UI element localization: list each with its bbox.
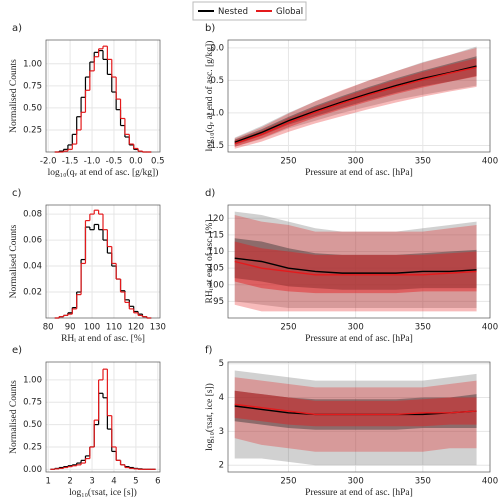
y-axis-label: Normalised Counts — [9, 59, 19, 133]
y-tick-label: 1.00 — [23, 375, 42, 385]
x-tick-label: 2 — [67, 477, 72, 487]
x-tick-label: 250 — [280, 323, 296, 333]
x-tick-label: 90 — [65, 323, 76, 333]
y-tick-label: 115 — [208, 230, 224, 240]
plot-frame — [227, 204, 491, 319]
x-tick-label: 4 — [111, 477, 116, 487]
median-line — [234, 66, 477, 145]
x-tick-label: 110 — [106, 323, 122, 333]
x-tick-label: 6 — [155, 477, 160, 487]
x-axis-label: Pressure at end of asc. [hPa] — [305, 167, 413, 178]
y-tick-label: 0.25 — [23, 442, 42, 452]
panel-label: b) — [205, 23, 215, 34]
y-tick-label: 0.50 — [23, 103, 42, 113]
y-tick-label: -1.0 — [207, 108, 224, 118]
x-axis-label: log₁₀(τsat, ice [s]) — [69, 487, 137, 498]
x-tick-label: 1 — [45, 477, 50, 487]
plot-frame — [227, 361, 491, 473]
panel-label: c) — [12, 188, 21, 199]
x-tick-label: 0.0 — [129, 157, 143, 167]
outer-band — [234, 214, 477, 312]
legend-box — [192, 1, 307, 21]
y-axis-label: Normalised Counts — [9, 380, 19, 454]
x-tick-label: -1.0 — [84, 157, 101, 167]
x-tick-label: 5 — [133, 477, 138, 487]
x-tick-label: -0.5 — [106, 157, 123, 167]
x-tick-label: 250 — [280, 157, 296, 167]
y-tick-label: 100 — [208, 280, 224, 290]
x-axis-label: RHᵢ at end of asc. [%] — [61, 333, 145, 344]
y-tick-label: 105 — [208, 264, 224, 274]
y-tick-label: 3 — [219, 427, 224, 437]
inner-band — [234, 56, 477, 145]
legend-label: Global — [276, 7, 303, 17]
median-line — [234, 260, 477, 276]
panel-label: e) — [12, 345, 22, 356]
y-tick-label: 0.04 — [23, 262, 42, 272]
inner-band — [234, 390, 477, 430]
y-tick-label: 0.50 — [23, 420, 42, 430]
y-tick-label: 95 — [213, 297, 224, 307]
x-tick-label: 400 — [482, 157, 498, 167]
y-axis-label: log₁₀(τsat, ice [s]) — [204, 383, 215, 451]
y-tick-label: 5 — [219, 359, 224, 369]
outer-band — [234, 211, 477, 309]
x-axis-label: log₁₀(qᵥ at end of asc. [g/kg]) — [48, 167, 159, 178]
inner-band — [234, 241, 477, 294]
plot-frame — [45, 361, 161, 473]
outer-band — [234, 370, 477, 466]
y-axis-label: RHᵢ at end of asc. [%] — [204, 220, 215, 304]
inner-band — [234, 238, 477, 290]
y-tick-label: 0.75 — [23, 81, 42, 91]
x-tick-label: 300 — [348, 477, 364, 487]
median-line — [234, 403, 477, 416]
plot-frame — [227, 39, 491, 153]
y-tick-label: 2 — [219, 461, 224, 471]
inner-band — [234, 390, 477, 427]
x-tick-label: 400 — [482, 477, 498, 487]
legend-label: Nested — [218, 7, 248, 17]
y-tick-label: 4 — [219, 393, 224, 403]
x-tick-label: 300 — [348, 323, 364, 333]
x-tick-label: -1.5 — [62, 157, 79, 167]
plot-frame — [45, 39, 161, 153]
y-tick-label: 0.02 — [23, 288, 42, 298]
y-axis-label: Normalised Counts — [9, 224, 19, 298]
x-tick-label: -2.0 — [40, 157, 57, 167]
x-tick-label: 350 — [415, 477, 431, 487]
x-tick-label: 0.5 — [151, 157, 165, 167]
y-tick-label: 0.25 — [23, 125, 42, 135]
y-tick-label: 0.06 — [23, 236, 42, 246]
x-tick-label: 350 — [415, 157, 431, 167]
y-tick-label: 120 — [208, 214, 224, 224]
y-tick-label: 0.0 — [210, 43, 224, 53]
y-tick-label: 0.75 — [23, 398, 42, 408]
x-tick-label: 130 — [150, 323, 166, 333]
y-tick-label: -1.5 — [207, 141, 224, 151]
x-tick-label: 400 — [482, 323, 498, 333]
x-tick-label: 300 — [348, 157, 364, 167]
x-axis-label: Pressure at end of asc. [hPa] — [305, 487, 413, 498]
panel-label: d) — [205, 188, 215, 199]
panel-label: f) — [205, 345, 213, 356]
x-tick-label: 80 — [43, 323, 54, 333]
y-tick-label: 0.08 — [23, 210, 42, 220]
x-tick-label: 350 — [415, 323, 431, 333]
y-tick-label: 1.00 — [23, 59, 42, 69]
panel-label: a) — [12, 23, 22, 34]
x-tick-label: 250 — [280, 477, 296, 487]
x-tick-label: 100 — [84, 323, 100, 333]
y-tick-label: 110 — [208, 247, 224, 257]
x-tick-label: 3 — [89, 477, 94, 487]
plot-frame — [45, 204, 161, 319]
y-axis-label: log₁₀(qᵥ at end of asc. [g/kg]) — [204, 41, 215, 152]
median-line — [234, 65, 477, 143]
x-tick-label: 120 — [128, 323, 144, 333]
x-axis-label: Pressure at end of asc. [hPa] — [305, 333, 413, 344]
outer-band — [234, 46, 477, 147]
y-tick-label: -0.5 — [207, 76, 224, 86]
median-line — [234, 257, 477, 274]
y-tick-label: 0.00 — [23, 465, 42, 475]
